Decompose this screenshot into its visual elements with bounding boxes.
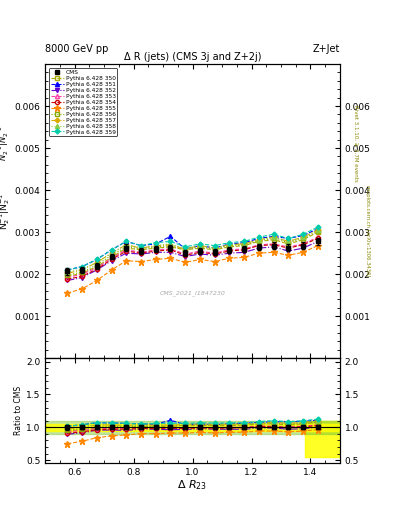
Legend: CMS, Pythia 6.428 350, Pythia 6.428 351, Pythia 6.428 352, Pythia 6.428 353, Pyt: CMS, Pythia 6.428 350, Pythia 6.428 351,… [49, 68, 118, 136]
Text: Rivet 3.1.10, ≥ 2.7M events: Rivet 3.1.10, ≥ 2.7M events [353, 105, 358, 182]
Bar [45, 424, 340, 431]
Text: mcplots.cern.ch [arXiv:1306.3436]: mcplots.cern.ch [arXiv:1306.3436] [365, 185, 370, 276]
Bar [305, 421, 340, 457]
Text: $N_2^{-1}|N_2^{-1}$: $N_2^{-1}|N_2^{-1}$ [0, 125, 11, 161]
Text: 8000 GeV pp: 8000 GeV pp [45, 44, 108, 54]
X-axis label: $\Delta\ R_{23}$: $\Delta\ R_{23}$ [178, 479, 208, 493]
Bar [305, 421, 340, 434]
Y-axis label: $\mathsf{N_2^{-1}|N_2^{-1}}$: $\mathsf{N_2^{-1}|N_2^{-1}}$ [0, 193, 12, 229]
Y-axis label: Ratio to CMS: Ratio to CMS [14, 386, 23, 435]
Text: CMS_2021_I1847230: CMS_2021_I1847230 [160, 291, 226, 296]
Bar [45, 421, 340, 434]
Text: Z+Jet: Z+Jet [312, 44, 340, 54]
Title: Δ R (jets) (CMS 3j and Z+2j): Δ R (jets) (CMS 3j and Z+2j) [124, 52, 261, 62]
